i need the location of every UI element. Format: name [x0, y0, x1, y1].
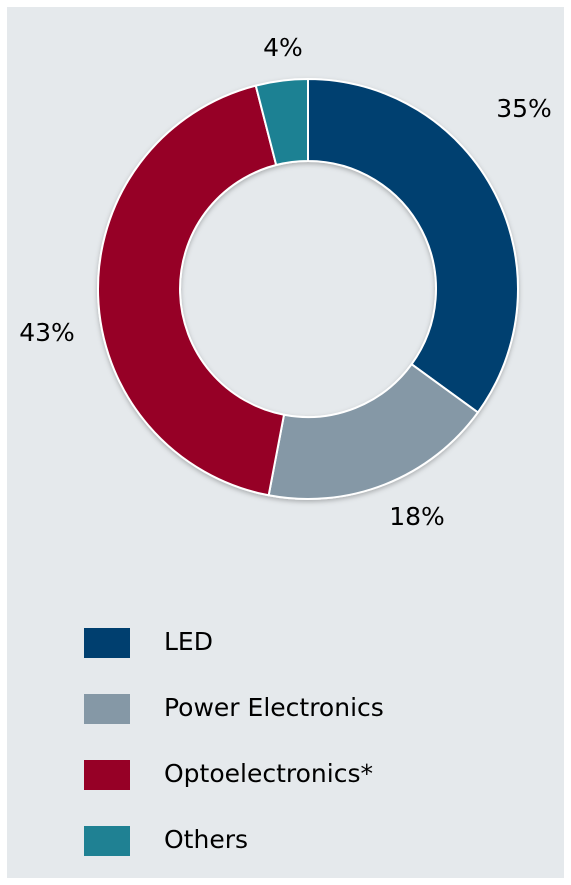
chart-panel: 35% 18% 43% 4% LED Power Electronics Optoel… [7, 7, 564, 878]
legend-label-led: LED [164, 625, 213, 659]
data-label-others: 4% [263, 33, 303, 62]
data-label-optoelectronics: 43% [19, 318, 75, 347]
legend-label-others: Others [164, 823, 248, 857]
legend-swatch-led [84, 628, 130, 658]
data-label-led: 35% [496, 94, 552, 123]
donut-chart: 35% 18% 43% 4% [7, 7, 564, 567]
legend-label-power-electronics: Power Electronics [164, 691, 384, 725]
slice-led [308, 79, 518, 412]
legend-label-optoelectronics: Optoelectronics* [164, 757, 373, 791]
legend-swatch-power-electronics [84, 694, 130, 724]
legend-swatch-others [84, 826, 130, 856]
data-label-power-electronics: 18% [389, 502, 445, 531]
legend-swatch-optoelectronics [84, 760, 130, 790]
slice-optoelectronics [98, 86, 284, 496]
